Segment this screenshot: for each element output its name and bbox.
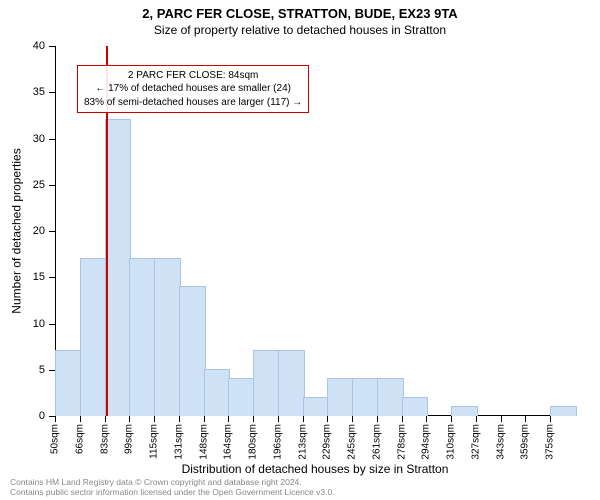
x-tick-label: 343sqm bbox=[495, 424, 506, 460]
x-tick-label: 115sqm bbox=[149, 424, 160, 459]
chart-subtitle: Size of property relative to detached ho… bbox=[0, 21, 600, 37]
x-tick bbox=[105, 416, 106, 422]
x-tick-label: 310sqm bbox=[446, 424, 457, 460]
footer-line2: Contains public sector information licen… bbox=[10, 488, 335, 497]
x-tick-label: 278sqm bbox=[396, 424, 407, 460]
x-tick-label: 131sqm bbox=[173, 424, 184, 460]
x-tick-label: 180sqm bbox=[248, 424, 259, 460]
x-tick-label: 83sqm bbox=[99, 424, 110, 454]
annotation-box: 2 PARC FER CLOSE: 84sqm← 17% of detached… bbox=[77, 65, 309, 114]
y-tick bbox=[49, 231, 55, 232]
x-tick-label: 375sqm bbox=[545, 424, 556, 460]
chart-title-address: 2, PARC FER CLOSE, STRATTON, BUDE, EX23 … bbox=[0, 0, 600, 21]
x-tick bbox=[204, 416, 205, 422]
x-tick bbox=[525, 416, 526, 422]
x-tick bbox=[154, 416, 155, 422]
x-tick bbox=[352, 416, 353, 422]
x-tick bbox=[80, 416, 81, 422]
x-tick-label: 148sqm bbox=[198, 424, 209, 460]
x-tick bbox=[550, 416, 551, 422]
x-tick-label: 229sqm bbox=[322, 424, 333, 460]
y-axis-title: Number of detached properties bbox=[10, 46, 24, 416]
x-tick bbox=[129, 416, 130, 422]
histogram-bar bbox=[228, 378, 255, 416]
histogram-bar bbox=[402, 397, 429, 417]
histogram-bar bbox=[154, 258, 181, 416]
histogram-bar bbox=[129, 258, 156, 416]
x-tick-label: 50sqm bbox=[50, 424, 61, 454]
histogram-bar bbox=[550, 406, 577, 416]
histogram-bar bbox=[278, 350, 305, 416]
x-tick bbox=[327, 416, 328, 422]
x-tick bbox=[402, 416, 403, 422]
y-tick bbox=[49, 324, 55, 325]
histogram-bar bbox=[327, 378, 354, 416]
x-tick bbox=[228, 416, 229, 422]
y-tick-label: 5 bbox=[39, 364, 45, 376]
chart-container: 2, PARC FER CLOSE, STRATTON, BUDE, EX23 … bbox=[0, 0, 600, 500]
y-tick-label: 0 bbox=[39, 410, 45, 422]
histogram-bar bbox=[105, 119, 132, 416]
y-tick bbox=[49, 92, 55, 93]
y-tick-label: 10 bbox=[33, 318, 45, 330]
y-tick-label: 15 bbox=[33, 271, 45, 283]
x-tick-label: 99sqm bbox=[124, 424, 135, 454]
x-tick bbox=[179, 416, 180, 422]
x-tick bbox=[253, 416, 254, 422]
annotation-line3: 83% of semi-detached houses are larger (… bbox=[84, 96, 302, 110]
x-tick-label: 213sqm bbox=[297, 424, 308, 460]
histogram-bar bbox=[451, 406, 478, 416]
y-tick bbox=[49, 46, 55, 47]
x-tick bbox=[451, 416, 452, 422]
x-tick bbox=[303, 416, 304, 422]
annotation-line2: ← 17% of detached houses are smaller (24… bbox=[84, 82, 302, 96]
x-tick bbox=[476, 416, 477, 422]
histogram-bar bbox=[204, 369, 231, 416]
x-tick bbox=[55, 416, 56, 422]
y-tick bbox=[49, 277, 55, 278]
x-tick-label: 196sqm bbox=[272, 424, 283, 460]
x-tick-label: 66sqm bbox=[74, 424, 85, 454]
histogram-bar bbox=[80, 258, 107, 416]
x-tick bbox=[278, 416, 279, 422]
x-tick-label: 164sqm bbox=[223, 424, 234, 460]
histogram-bar bbox=[253, 350, 280, 416]
x-tick bbox=[377, 416, 378, 422]
x-tick-label: 294sqm bbox=[421, 424, 432, 460]
y-axis-title-text: Number of detached properties bbox=[10, 148, 24, 313]
plot-area: 051015202530354050sqm66sqm83sqm99sqm115s… bbox=[55, 46, 575, 416]
x-tick bbox=[426, 416, 427, 422]
histogram-bar bbox=[179, 286, 206, 417]
histogram-bar bbox=[303, 397, 330, 417]
x-tick bbox=[501, 416, 502, 422]
x-tick-label: 261sqm bbox=[371, 424, 382, 460]
x-tick-label: 327sqm bbox=[470, 424, 481, 460]
annotation-line1: 2 PARC FER CLOSE: 84sqm bbox=[84, 69, 302, 83]
histogram-bar bbox=[377, 378, 404, 416]
y-tick-label: 25 bbox=[33, 179, 45, 191]
y-tick bbox=[49, 185, 55, 186]
x-tick-label: 245sqm bbox=[347, 424, 358, 460]
y-tick-label: 20 bbox=[33, 225, 45, 237]
y-tick-label: 30 bbox=[33, 133, 45, 145]
y-tick-label: 40 bbox=[33, 40, 45, 52]
footer-credits: Contains HM Land Registry data © Crown c… bbox=[10, 478, 335, 497]
histogram-bar bbox=[55, 350, 82, 416]
y-tick bbox=[49, 139, 55, 140]
x-tick-label: 359sqm bbox=[520, 424, 531, 460]
histogram-bar bbox=[352, 378, 379, 416]
y-tick-label: 35 bbox=[33, 86, 45, 98]
x-axis-title: Distribution of detached houses by size … bbox=[55, 462, 575, 476]
